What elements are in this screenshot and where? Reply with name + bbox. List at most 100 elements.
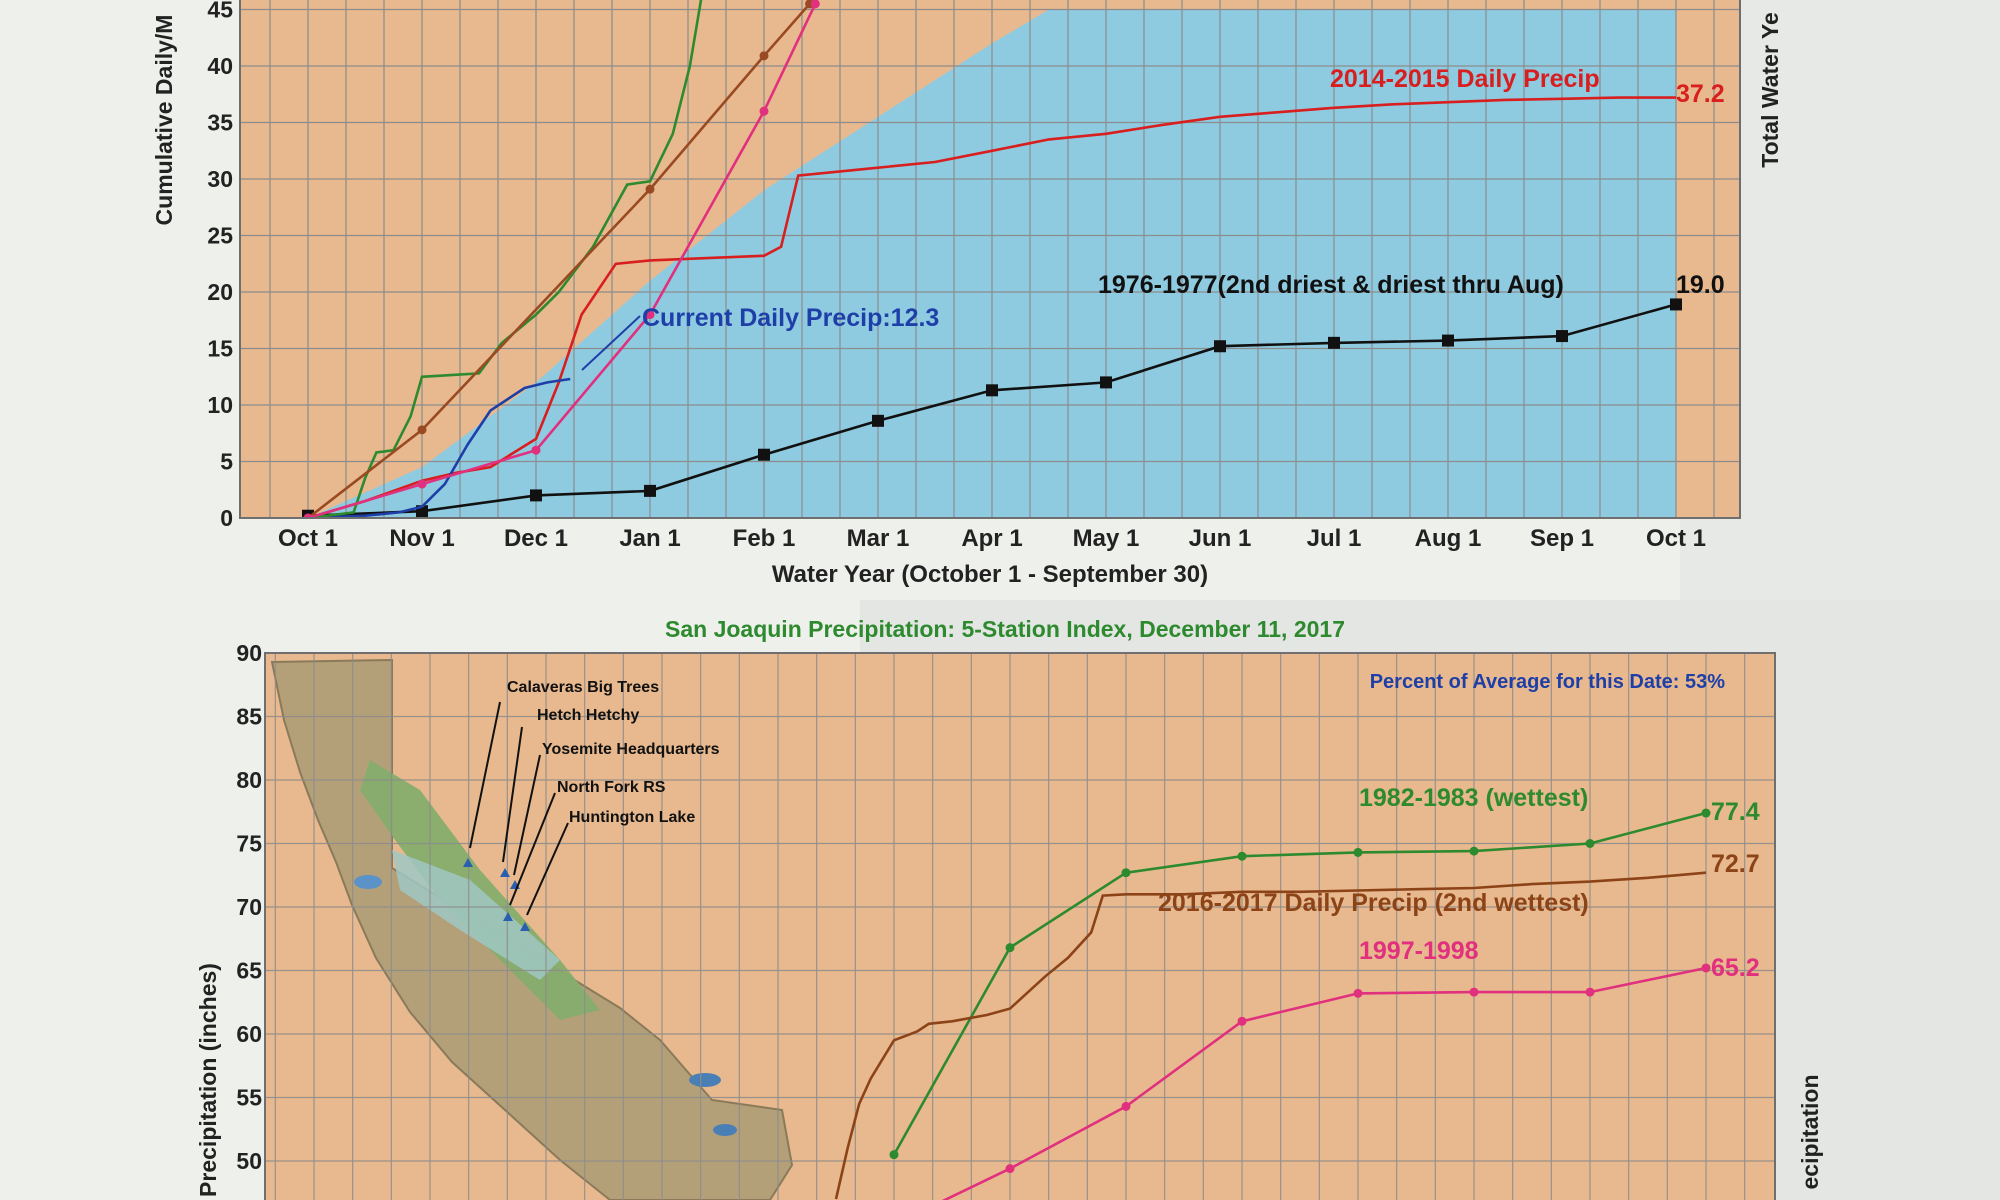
chart-2-y-axis-label: Precipitation (inches) [195, 963, 221, 1197]
y-tick-label: 20 [207, 279, 233, 305]
series-point-series-5 [417, 425, 427, 435]
x-tick-label: May 1 [1073, 525, 1140, 552]
x-tick-label: Sep 1 [1530, 525, 1594, 552]
station-pointer-huntington [526, 822, 569, 916]
salton-water [713, 1124, 737, 1136]
series-point-series-6 [531, 445, 541, 455]
series-1982-1983-end-label: 77.4 [1711, 798, 1760, 826]
series-point-series-6 [303, 513, 313, 518]
y-tick-label: 80 [236, 767, 262, 793]
series-line-series-4 [307, 0, 703, 518]
station-label-north-fork: North Fork RS [557, 779, 666, 796]
chart-1-y-axis-label: Cumulative Daily/M [151, 15, 177, 226]
series-point-series-6 [759, 106, 769, 116]
series-point-series-6 [810, 0, 820, 9]
station-marker-huntington [520, 922, 530, 931]
series-line-1997-1998 [941, 966, 1707, 1200]
series-point-1982-1983-wettest [1237, 851, 1247, 861]
y-tick-label: 90 [236, 640, 262, 666]
station-pointer-calaveras [469, 701, 501, 849]
y-tick-label: 0 [220, 505, 233, 531]
current-label-pointer [581, 315, 641, 371]
series-line-series-6 [307, 3, 817, 518]
y-tick-label: 35 [207, 110, 233, 136]
station-marker-north-fork [503, 912, 513, 921]
station-label-yosemite: Yosemite Headquarters [542, 741, 720, 758]
series-point-1976-1977-2nd-driest-driest-thru-aug [530, 489, 542, 502]
series-point-1997-1998 [1353, 988, 1363, 998]
x-tick-label: Oct 1 [278, 525, 338, 552]
series-point-series-6 [645, 310, 655, 320]
series-point-1997-1998 [1469, 987, 1479, 997]
chart-1: Oct 1 Nov 1 Dec 1 Jan 1 Feb 1 Mar 1 Apr 1 May 1… [151, 0, 1783, 588]
series-current-label: Current Daily Precip:12.3 [642, 304, 939, 332]
y-tick-label: 85 [236, 704, 262, 730]
x-tick-label: Apr 1 [961, 525, 1022, 552]
station-label-calaveras: Calaveras Big Trees [507, 679, 659, 696]
station-marker-calaveras [463, 858, 473, 867]
series-point-1976-1977-2nd-driest-driest-thru-aug [1214, 340, 1226, 353]
series-point-1982-1983-wettest [1469, 846, 1479, 856]
series-point-1976-1977-2nd-driest-driest-thru-aug [1328, 336, 1340, 349]
series-1997-1998-end-label: 65.2 [1711, 954, 1760, 982]
y-tick-label: 5 [220, 449, 233, 475]
series-point-1982-1983-wettest [1005, 943, 1015, 953]
series-point-1997-1998 [1121, 1101, 1131, 1111]
chart-2-title: San Joaquin Precipitation: 5-Station Ind… [665, 616, 1345, 642]
series-2016-2017-label: 2016-2017 Daily Precip (2nd wettest) [1158, 889, 1589, 917]
chart-1-right-axis-label: Total Water Ye [1757, 12, 1783, 168]
y-tick-label: 50 [236, 1148, 262, 1174]
series-1976-1977-end-label: 19.0 [1676, 271, 1725, 299]
y-tick-label: 30 [207, 166, 233, 192]
y-tick-label: 70 [236, 894, 262, 920]
y-tick-label: 60 [236, 1021, 262, 1047]
y-tick-label: 25 [207, 223, 233, 249]
chart-1-x-axis-label: Water Year (October 1 - September 30) [772, 561, 1208, 588]
series-point-1976-1977-2nd-driest-driest-thru-aug [1100, 376, 1112, 389]
series-1976-1977-label: 1976-1977(2nd driest & driest thru Aug) [1098, 271, 1564, 299]
series-point-1976-1977-2nd-driest-driest-thru-aug [1556, 330, 1568, 343]
series-line-2016-2017-daily-precip-2nd-wettest [834, 871, 1707, 1200]
x-tick-label: Feb 1 [733, 525, 796, 552]
series-point-series-5 [759, 51, 769, 61]
series-point-1976-1977-2nd-driest-driest-thru-aug [872, 414, 884, 427]
chart-2: 50 55 60 65 70 75 80 85 90 Calaveras Big Trees H… [195, 616, 1823, 1200]
y-tick-label: 10 [207, 392, 233, 418]
x-tick-label: Aug 1 [1415, 525, 1482, 552]
series-line-1982-1983-wettest [892, 811, 1707, 1156]
series-point-series-5 [645, 184, 655, 194]
series-point-1976-1977-2nd-driest-driest-thru-aug [1442, 334, 1454, 347]
series-line-current-daily-precip-12-3 [307, 377, 571, 518]
series-point-1976-1977-2nd-driest-driest-thru-aug [416, 505, 428, 518]
sierra-band [392, 850, 560, 980]
y-tick-label: 75 [236, 831, 262, 857]
series-point-1976-1977-2nd-driest-driest-thru-aug [644, 484, 656, 497]
station-label-huntington: Huntington Lake [569, 809, 695, 826]
series-point-1982-1983-wettest [1585, 839, 1595, 848]
series-2016-2017-end-label: 72.7 [1711, 850, 1760, 878]
series-point-1976-1977-2nd-driest-driest-thru-aug [1670, 298, 1682, 311]
series-point-1982-1983-wettest [1701, 808, 1711, 818]
series-point-1982-1983-wettest [889, 1150, 899, 1160]
x-tick-label: Jan 1 [619, 525, 680, 552]
bay-water [354, 875, 382, 889]
x-tick-label: Mar 1 [847, 525, 910, 552]
y-tick-label: 45 [207, 0, 233, 23]
lake-water [689, 1073, 721, 1087]
station-marker-hetch-hetchy [500, 868, 510, 877]
series-line-2014-2015-daily-precip [307, 96, 1676, 518]
chart-1-plot-border [239, 0, 1741, 519]
station-pointer-hetch-hetchy [502, 726, 523, 863]
series-2014-2015-label: 2014-2015 Daily Precip [1330, 65, 1600, 93]
station-markers: Calaveras Big Trees Hetch Hetchy Yosemit… [463, 679, 720, 931]
chart-2-right-axis-label: ecipitation [1797, 1074, 1823, 1189]
series-point-1976-1977-2nd-driest-driest-thru-aug [986, 384, 998, 397]
x-tick-label: Dec 1 [504, 525, 568, 552]
series-point-1997-1998 [1701, 963, 1711, 973]
series-point-1982-1983-wettest [1353, 847, 1363, 857]
series-point-series-6 [417, 479, 427, 489]
y-tick-label: 40 [207, 53, 233, 79]
series-point-1997-1998 [1237, 1016, 1247, 1026]
y-tick-label: 65 [236, 958, 262, 984]
